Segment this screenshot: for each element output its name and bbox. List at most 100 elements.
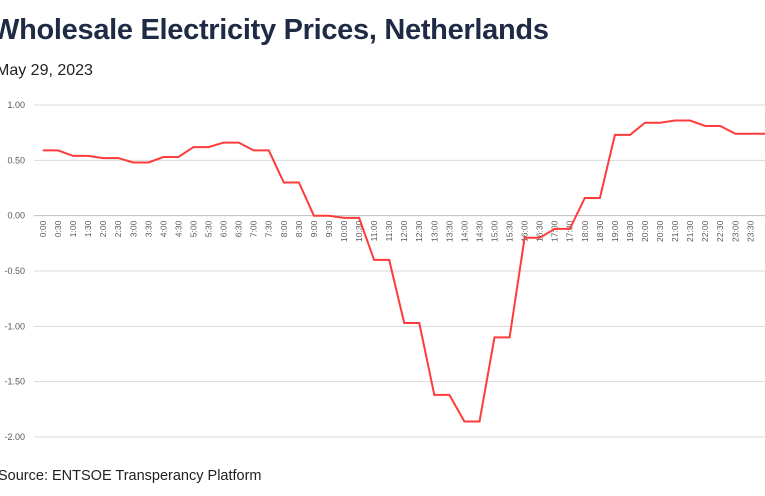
x-tick-label: 19:00 — [610, 220, 620, 242]
y-tick-label: -0.50 — [4, 266, 25, 276]
data-point — [524, 237, 526, 239]
x-axis-ticks: 0:00 0:30 1:00 1:30 2:00 2:30 3:00 3:30 4:00 4:30… — [38, 220, 755, 242]
x-tick-label: 1:00 — [68, 220, 78, 237]
x-tick-label: 15:00 — [490, 220, 500, 242]
x-tick-label: 3:00 — [128, 220, 138, 237]
x-tick-label: 17:30 — [565, 220, 575, 242]
x-tick-label: 8:30 — [294, 220, 304, 237]
data-point — [238, 142, 240, 144]
data-point — [463, 421, 465, 423]
x-tick-label: 14:00 — [459, 220, 469, 242]
y-axis-ticks: 1.00 0.50 0.00 -0.50 -1.00 -1.50 -2.00 — [4, 100, 25, 442]
x-tick-label: 0:00 — [38, 220, 48, 237]
x-tick-label: 10:00 — [339, 220, 349, 242]
x-tick-label: 9:00 — [309, 220, 319, 237]
x-tick-label: 0:30 — [53, 220, 63, 237]
data-point — [644, 122, 646, 124]
data-point — [42, 149, 44, 151]
data-point — [659, 122, 661, 124]
data-point — [539, 237, 541, 239]
x-tick-label: 8:00 — [279, 220, 289, 237]
data-point — [719, 125, 721, 127]
x-tick-label: 12:00 — [399, 220, 409, 242]
x-tick-label: 5:00 — [189, 220, 199, 237]
data-point — [494, 336, 495, 338]
data-point — [749, 133, 751, 135]
x-tick-label: 23:00 — [730, 220, 740, 242]
x-tick-label: 20:30 — [655, 220, 665, 242]
x-tick-label: 19:30 — [625, 220, 635, 242]
y-tick-label: -1.50 — [4, 377, 25, 387]
price-series — [42, 119, 765, 423]
data-point — [418, 322, 420, 324]
data-point — [433, 394, 435, 396]
data-point — [373, 259, 375, 261]
data-point — [689, 119, 691, 121]
data-point — [599, 197, 601, 199]
x-tick-label: 21:30 — [685, 220, 695, 242]
data-point — [358, 217, 360, 219]
x-tick-label: 4:30 — [173, 220, 183, 237]
x-tick-label: 9:30 — [324, 220, 334, 237]
data-point — [283, 181, 285, 183]
y-tick-label: 0.50 — [7, 155, 25, 165]
x-tick-label: 6:30 — [234, 220, 244, 237]
data-point — [704, 125, 706, 127]
x-tick-label: 11:30 — [384, 220, 394, 241]
data-point — [584, 197, 586, 199]
data-point — [253, 149, 255, 151]
x-tick-label: 12:30 — [414, 220, 424, 242]
x-tick-label: 21:00 — [670, 220, 680, 242]
data-point — [343, 217, 345, 219]
gridlines — [34, 104, 765, 438]
x-tick-label: 1:30 — [83, 220, 93, 237]
data-point — [509, 336, 511, 338]
x-tick-label: 18:00 — [580, 220, 590, 242]
data-point — [328, 215, 330, 217]
x-tick-label: 23:30 — [745, 220, 755, 242]
x-tick-label: 5:30 — [204, 220, 214, 237]
y-tick-label: 0.00 — [7, 211, 25, 221]
data-point — [223, 142, 225, 144]
x-tick-label: 2:30 — [113, 220, 123, 237]
data-point — [448, 394, 450, 396]
data-point — [614, 134, 616, 136]
data-point — [57, 149, 59, 151]
data-point — [734, 133, 736, 135]
x-tick-label: 6:00 — [219, 220, 229, 237]
data-point — [177, 156, 179, 158]
data-point — [388, 259, 390, 261]
x-tick-label: 14:30 — [474, 220, 484, 242]
data-point — [313, 215, 315, 217]
x-tick-label: 3:30 — [143, 220, 153, 237]
x-tick-label: 18:30 — [595, 220, 605, 242]
chart-subtitle: May 29, 2023 — [0, 62, 93, 79]
data-point — [102, 157, 104, 159]
y-tick-label: -1.00 — [4, 321, 25, 331]
data-point — [629, 134, 631, 136]
data-point — [87, 155, 89, 157]
data-point — [147, 162, 149, 164]
chart-title: Wholesale Electricity Prices, Netherland… — [0, 14, 549, 46]
data-point — [72, 155, 74, 157]
data-point — [132, 162, 134, 164]
data-point — [298, 181, 300, 183]
x-tick-label: 22:30 — [715, 220, 725, 242]
data-point — [403, 322, 405, 324]
x-tick-label: 11:00 — [369, 220, 379, 241]
x-tick-label: 2:00 — [98, 220, 108, 237]
x-tick-label: 15:30 — [505, 220, 515, 242]
data-point — [569, 228, 571, 230]
x-tick-label: 4:00 — [158, 220, 168, 237]
x-tick-label: 22:00 — [700, 220, 710, 242]
data-point — [162, 156, 164, 158]
data-point — [208, 146, 210, 148]
y-tick-label: -2.00 — [4, 432, 25, 442]
x-tick-label: 17:00 — [550, 220, 560, 242]
data-point — [478, 421, 480, 423]
x-tick-label: 7:30 — [264, 220, 274, 237]
y-tick-label: 1.00 — [7, 100, 25, 110]
data-point — [268, 149, 270, 151]
x-tick-label: 16:00 — [520, 220, 530, 242]
